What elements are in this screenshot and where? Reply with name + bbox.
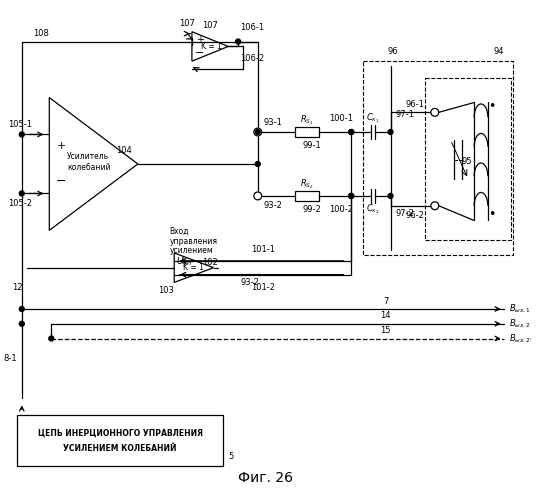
Text: 8-1: 8-1 <box>3 354 17 362</box>
Circle shape <box>349 194 354 198</box>
Text: •: • <box>488 100 496 113</box>
Circle shape <box>388 194 393 198</box>
Text: 96: 96 <box>387 47 398 56</box>
Text: 107: 107 <box>179 20 195 28</box>
Bar <box>363 61 513 255</box>
Text: K = 1: K = 1 <box>184 263 204 272</box>
Text: +: + <box>196 34 204 44</box>
Text: 99-1: 99-1 <box>302 142 321 150</box>
Text: ЦЕПЬ ИНЕРЦИОННОГО УПРАВЛЕНИЯ: ЦЕПЬ ИНЕРЦИОННОГО УПРАВЛЕНИЯ <box>38 428 202 438</box>
Text: $B_{ых.2}$: $B_{ых.2}$ <box>509 318 531 330</box>
Text: •: • <box>488 208 496 221</box>
Text: $R_{S_2}$: $R_{S_2}$ <box>300 178 314 191</box>
Text: усилением: усилением <box>169 246 213 256</box>
Text: 14: 14 <box>380 312 391 320</box>
Text: 7: 7 <box>383 296 388 306</box>
Circle shape <box>349 130 354 134</box>
Circle shape <box>236 39 241 44</box>
Text: 105-2: 105-2 <box>8 199 32 208</box>
Text: колебаний: колебаний <box>67 164 111 172</box>
Text: 5: 5 <box>229 452 234 461</box>
Text: 100-1: 100-1 <box>329 114 353 122</box>
Circle shape <box>388 130 393 134</box>
Text: 107: 107 <box>202 22 217 30</box>
Text: 15: 15 <box>380 326 391 335</box>
Text: 101-1: 101-1 <box>251 246 275 254</box>
Text: 106-2: 106-2 <box>240 54 264 62</box>
Text: 96-2: 96-2 <box>405 211 425 220</box>
Text: 97-2: 97-2 <box>395 209 415 218</box>
Text: K = 1: K = 1 <box>201 42 222 51</box>
Text: $C_{\kappa_2}$: $C_{\kappa_2}$ <box>366 203 380 216</box>
Bar <box>17 415 223 467</box>
Text: 105-1: 105-1 <box>8 120 32 129</box>
Text: управления: управления <box>169 236 217 246</box>
Text: 93-1: 93-1 <box>264 118 282 126</box>
Circle shape <box>349 130 354 134</box>
Text: $U_{уп}$: $U_{уп}$ <box>176 256 192 270</box>
Text: −: − <box>195 48 205 58</box>
Text: −: − <box>177 270 187 280</box>
Text: УСИЛЕНИЕМ КОЛЕБАНИЙ: УСИЛЕНИЕМ КОЛЕБАНИЙ <box>63 444 177 453</box>
Circle shape <box>349 194 354 198</box>
Text: $C_{\kappa_1}$: $C_{\kappa_1}$ <box>366 112 380 125</box>
Text: 12: 12 <box>12 283 22 292</box>
Text: 93-2: 93-2 <box>241 278 259 287</box>
Circle shape <box>19 322 24 326</box>
Circle shape <box>19 306 24 312</box>
Text: +: + <box>178 256 186 266</box>
Text: $B_{ых.1}$: $B_{ых.1}$ <box>509 303 531 316</box>
Text: 94: 94 <box>494 47 504 56</box>
Circle shape <box>431 108 439 116</box>
Text: +: + <box>56 142 66 152</box>
Text: 95: 95 <box>461 157 471 166</box>
Circle shape <box>255 162 260 166</box>
Text: 106-1: 106-1 <box>240 24 264 32</box>
Text: Вход: Вход <box>169 227 189 236</box>
Circle shape <box>19 191 24 196</box>
Circle shape <box>431 202 439 209</box>
Text: $B_{ых.2^{\prime}}$: $B_{ых.2^{\prime}}$ <box>509 332 532 345</box>
Bar <box>425 78 511 240</box>
Text: 101-2: 101-2 <box>251 283 275 292</box>
Circle shape <box>19 132 24 137</box>
Text: $R_{S_1}$: $R_{S_1}$ <box>300 114 314 127</box>
Text: Фиг. 26: Фиг. 26 <box>238 471 293 485</box>
Bar <box>295 127 319 137</box>
Text: 99-2: 99-2 <box>302 205 321 214</box>
Text: 93-2: 93-2 <box>264 201 282 210</box>
Circle shape <box>49 336 54 341</box>
Text: Усилитель: Усилитель <box>67 152 109 160</box>
Text: −: − <box>56 175 67 188</box>
Text: 108: 108 <box>33 29 49 38</box>
Text: 100-2: 100-2 <box>329 205 353 214</box>
Text: 97-1: 97-1 <box>395 110 415 119</box>
Text: 103: 103 <box>158 286 175 295</box>
Text: 104: 104 <box>116 146 132 154</box>
Circle shape <box>255 130 260 134</box>
Text: 102: 102 <box>202 258 217 268</box>
Text: 96-1: 96-1 <box>405 100 425 109</box>
Bar <box>295 191 319 201</box>
Circle shape <box>254 192 262 200</box>
Circle shape <box>254 128 262 136</box>
